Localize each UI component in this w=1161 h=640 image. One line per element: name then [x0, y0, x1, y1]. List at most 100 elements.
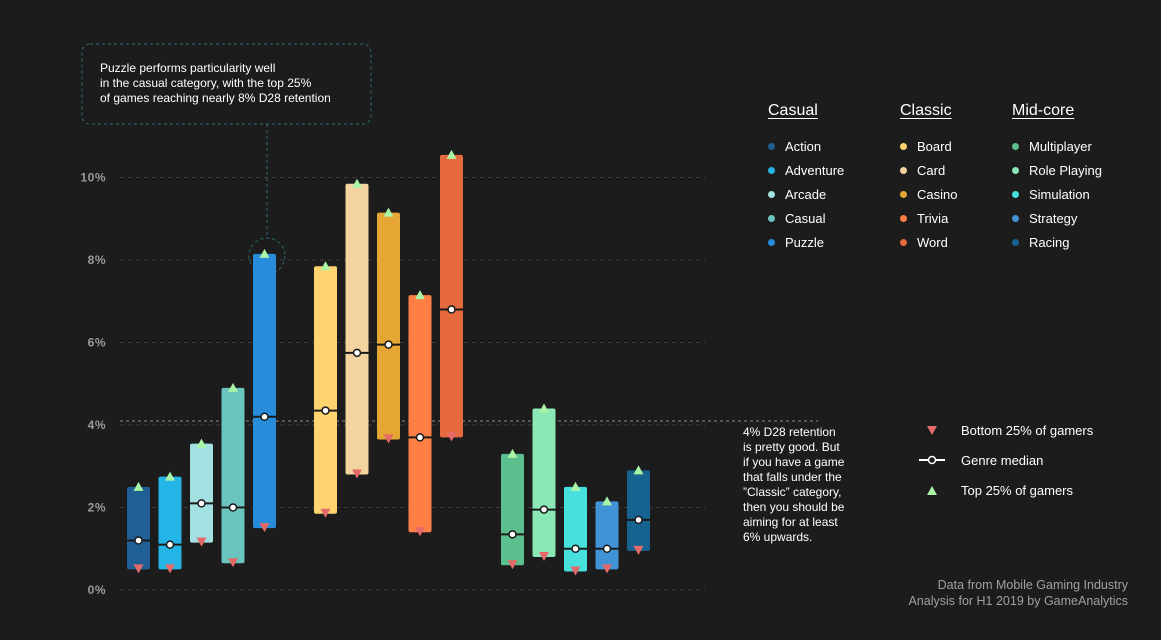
top-quartile-marker: [320, 261, 331, 271]
top-quartile-marker: [196, 438, 207, 448]
bar-group-arcade: [184, 438, 219, 547]
median-marker: [447, 305, 456, 314]
bottom-quartile-marker: [165, 564, 175, 574]
bar-group-word: [434, 149, 469, 442]
puzzle-annotation-line: in the casual category, with the top 25%: [100, 76, 312, 90]
bar-group-casino: [371, 207, 406, 444]
y-tick-label: 2%: [88, 501, 106, 515]
legend-item-multiplayer: Multiplayer: [1012, 139, 1092, 154]
legend-label: Puzzle: [785, 235, 825, 250]
median-marker: [165, 540, 175, 549]
bottom-quartile-marker: [259, 523, 270, 533]
bar-group-board: [308, 261, 343, 518]
legend-dot: [900, 239, 907, 247]
top-quartile-marker: [165, 471, 175, 481]
y-tick-label: 10%: [80, 171, 106, 185]
legend-title-midcore: Mid-core: [1012, 102, 1075, 119]
key-bottom-label: Bottom 25% of gamers: [961, 423, 1094, 438]
bar-group-multiplayer: [495, 448, 530, 570]
median-marker: [134, 536, 143, 545]
bar-group-action: [121, 481, 156, 574]
bar-trivia: [408, 295, 432, 533]
legend-dot: [768, 167, 775, 175]
retention-annotation-line: that falls under the: [743, 470, 842, 484]
callout-highlight-circle: [248, 237, 286, 275]
legend-label: Racing: [1029, 235, 1070, 250]
legend-item-adventure: Adventure: [768, 163, 844, 178]
bar-multiplayer: [501, 453, 524, 566]
bar-racing: [627, 470, 650, 551]
legend-title-casual: Casual: [768, 102, 818, 119]
bottom-quartile-marker: [196, 537, 207, 547]
y-tick-label: 0%: [88, 583, 106, 597]
bar-group-trivia: [402, 290, 438, 537]
bottom-quartile-marker: [352, 469, 362, 479]
median-marker: [415, 433, 425, 442]
bar-casino: [377, 212, 400, 440]
bar-board: [314, 266, 337, 514]
bar-adventure: [158, 476, 182, 570]
y-axis-ticks: 0% 2% 4% 6% 8% 10%: [80, 171, 106, 598]
median-marker: [197, 499, 206, 508]
key-top-label: Top 25% of gamers: [961, 483, 1074, 498]
bar-word: [440, 154, 463, 438]
top-quartile-marker: [352, 178, 362, 188]
legend-item-casual: Casual: [768, 211, 825, 226]
bottom-quartile-marker: [570, 566, 581, 576]
bottom-quartile-marker: [320, 508, 331, 518]
bar-puzzle: [253, 253, 276, 529]
top-quartile-marker: [415, 290, 425, 300]
legend-dot: [1012, 239, 1019, 247]
bar-action: [127, 486, 150, 570]
median-marker: [508, 530, 517, 539]
retention-annotation: 4% D28 retention is pretty good. But if …: [743, 425, 844, 545]
legend-item-racing: Racing: [1012, 235, 1069, 250]
legend-label: Arcade: [785, 187, 827, 202]
top-quartile-marker: [507, 448, 518, 458]
bottom-quartile-marker: [602, 564, 612, 574]
legend-item-board: Board: [900, 139, 952, 154]
source-note: Data from Mobile Gaming Industry Analysi…: [908, 577, 1128, 609]
retention-annotation-line: then you should be: [743, 500, 845, 514]
legend-item-action: Action: [768, 139, 821, 154]
y-tick-label: 4%: [88, 418, 106, 432]
top-quartile-marker: [383, 207, 394, 217]
legend-label: Multiplayer: [1029, 139, 1092, 154]
legend-item-role-playing: Role Playing: [1012, 163, 1102, 178]
top-quartile-marker: [446, 149, 457, 159]
median-marker: [260, 412, 269, 421]
top-quartile-marker: [602, 496, 612, 506]
legend-label: Card: [917, 163, 946, 178]
median-marker: [634, 515, 643, 525]
median-marker: [228, 503, 238, 512]
legend-label: Strategy: [1029, 211, 1078, 226]
retention-annotation-line: 4% D28 retention: [743, 425, 836, 439]
y-tick-label: 8%: [88, 253, 106, 267]
callout-box: [81, 43, 372, 125]
source-line: Analysis for H1 2019 by GameAnalytics: [908, 594, 1128, 608]
legend-dot: [1012, 215, 1019, 223]
legend-item-word: Word: [900, 235, 948, 250]
median-marker: [384, 340, 393, 349]
top-quartile-marker: [570, 481, 581, 491]
legend-label: Board: [917, 139, 952, 154]
key-median-dot: [927, 455, 937, 465]
bar-group-casual: [215, 382, 251, 568]
legend-item-strategy: Strategy: [1012, 211, 1077, 226]
legend-item-arcade: Arcade: [768, 187, 826, 202]
source-line: Data from Mobile Gaming Industry: [937, 578, 1128, 592]
bottom-quartile-marker: [383, 434, 394, 444]
legend-label: Casino: [917, 187, 958, 202]
legend-item-simulation: Simulation: [1012, 187, 1090, 202]
bar-simulation: [564, 486, 587, 572]
legend-item-puzzle: Puzzle: [768, 235, 824, 250]
legend-item-card: Card: [900, 163, 945, 178]
bar-group-card: [339, 178, 375, 479]
legend-title-classic: Classic: [900, 102, 952, 119]
key-bottom-marker: [927, 426, 937, 435]
median-marker: [321, 406, 330, 415]
bar-group-racing: [621, 465, 656, 555]
legend-label: Casual: [785, 211, 826, 226]
bar-group-strategy: [589, 496, 625, 574]
retention-annotation-line: 6% upwards.: [743, 530, 813, 544]
